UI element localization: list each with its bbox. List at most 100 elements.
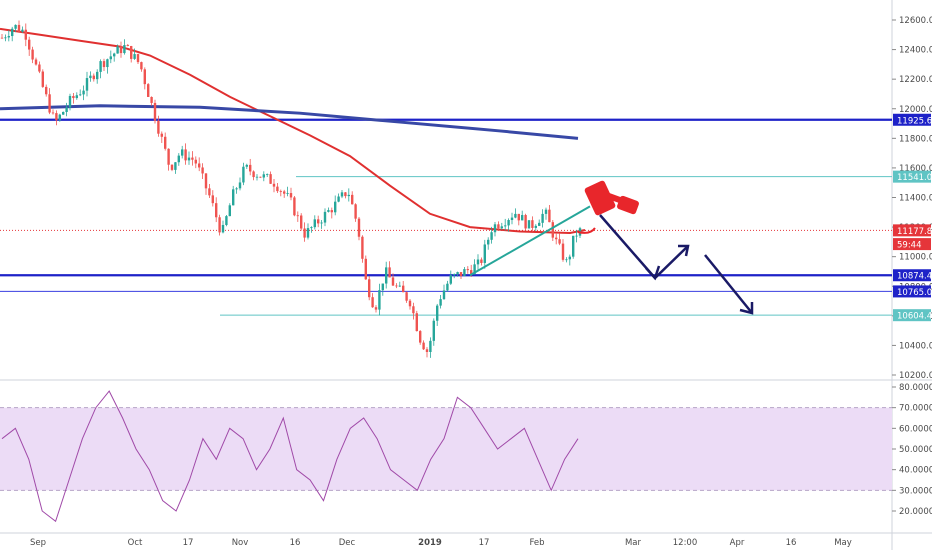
candle-body [160, 133, 163, 137]
candle-body [572, 235, 575, 257]
candle-body [371, 297, 374, 308]
candle-body [99, 61, 102, 72]
candle-body [313, 219, 316, 228]
candle-body [252, 171, 255, 178]
candle-body [517, 213, 520, 221]
candle-body [249, 164, 252, 172]
candle-body [109, 56, 112, 60]
candle-body [126, 45, 129, 47]
candle-body [92, 75, 95, 80]
candle-body [147, 84, 150, 97]
candle-body [221, 224, 225, 233]
x-tick-label: Oct [128, 538, 143, 548]
candle-body [561, 243, 565, 260]
candle-body [487, 239, 490, 245]
rsi-tick-label: 40.0000 [899, 466, 932, 476]
y-tick-label: 10400.0 [899, 341, 932, 351]
candle-body [85, 78, 89, 91]
candle-body [225, 216, 228, 225]
candle-body [68, 95, 72, 108]
price-axis: 12600.0 12400.0 12200.0 12000.0 11800.0 11600… [892, 16, 932, 517]
candle-body [157, 120, 160, 134]
candle-body [72, 95, 75, 99]
candle-body [262, 174, 265, 178]
candle-body [303, 228, 306, 238]
candle-body [255, 176, 259, 178]
price-tag-box [893, 113, 931, 126]
candle-body [306, 228, 310, 238]
candle-body [89, 75, 92, 79]
candle-body [45, 86, 48, 95]
candle-body [568, 256, 571, 260]
y-tick-label: 10200.0 [899, 371, 932, 381]
candle-body [323, 211, 327, 223]
candle-body [55, 113, 58, 121]
candle-body [296, 215, 299, 217]
candle-body [436, 305, 439, 321]
candle-body [439, 299, 442, 306]
candle-body [459, 272, 463, 276]
candle-body [473, 264, 476, 275]
arrow-path-2 [704, 254, 753, 314]
candle-body [65, 107, 68, 112]
x-tick-label: 16 [786, 538, 797, 548]
candle-body [419, 331, 422, 343]
candle-body [327, 210, 330, 212]
candle-body [48, 94, 51, 113]
candle-body [242, 166, 245, 183]
candle-body [276, 186, 279, 192]
gavel-grip [617, 195, 639, 215]
candle-body [266, 174, 269, 175]
candle-body [215, 203, 218, 218]
candle-body [62, 111, 65, 115]
arrow-path-1 [599, 214, 689, 280]
candle-body [181, 149, 184, 156]
candle-body [4, 37, 7, 39]
candle-body [133, 54, 136, 59]
candle-body [347, 194, 350, 197]
horizontal-levels[interactable] [0, 118, 892, 316]
candle-body [442, 290, 446, 300]
candle-body [453, 274, 456, 276]
candle-body [58, 114, 61, 121]
moving-average-1 [0, 104, 579, 140]
candle-body [7, 36, 10, 38]
candle-body [106, 59, 109, 68]
candle-body [351, 194, 354, 205]
price-tag-box [893, 309, 931, 322]
candle-body [201, 167, 204, 174]
candle-body [334, 201, 337, 213]
candle-body [340, 192, 344, 197]
candle-body [187, 157, 191, 161]
candle-body [490, 232, 493, 240]
candle-body [575, 235, 578, 237]
rsi-band-fill [0, 407, 892, 491]
candle-body [320, 222, 323, 224]
candle-body [408, 300, 412, 307]
candle-body [521, 215, 524, 221]
candle-body [466, 269, 469, 271]
price-tag-box [893, 170, 931, 183]
candle-body [470, 270, 473, 275]
candle-body [283, 191, 286, 194]
rsi-tick-label: 80.0000 [899, 383, 932, 393]
candle-body [41, 71, 44, 87]
candle-body [0, 37, 4, 39]
drawings[interactable] [469, 180, 754, 315]
candle-body [75, 95, 78, 99]
candle-body [500, 226, 503, 229]
candle-body [136, 54, 140, 63]
candle-body [34, 59, 38, 65]
candle-body [497, 224, 500, 229]
candle-body [140, 62, 143, 70]
candle-body [82, 90, 85, 95]
y-tick-label: 12600.0 [899, 16, 932, 26]
candle-body [425, 349, 429, 352]
x-tick-label: May [834, 538, 852, 548]
price-tag-box [893, 269, 931, 282]
candle-body [385, 267, 388, 284]
candle-body [116, 46, 119, 54]
candle-body [415, 313, 418, 332]
candle-body [463, 269, 466, 276]
